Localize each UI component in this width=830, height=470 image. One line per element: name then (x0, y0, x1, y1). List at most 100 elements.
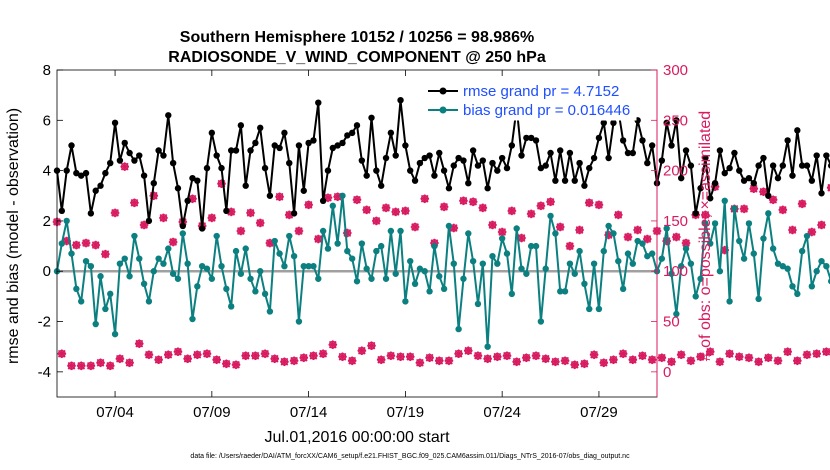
obs-assimilated-marker (560, 356, 570, 366)
rmse-point (503, 164, 511, 172)
rmse-point (552, 177, 559, 184)
rmse-point (397, 96, 404, 104)
rmse-point (136, 152, 143, 159)
obs-assimilated-marker (797, 199, 807, 209)
bias-point (82, 257, 90, 265)
obs-assimilated-marker (318, 349, 328, 359)
obs-assimilated-marker (681, 238, 691, 248)
bias-point (673, 310, 680, 318)
bias-point (474, 300, 482, 308)
rmse-point (232, 147, 240, 154)
obs-assimilated-marker (405, 352, 415, 362)
obs-assimilated-marker (705, 347, 715, 357)
rmse-point (150, 179, 157, 187)
y-right-tick-label: 300 (663, 62, 688, 79)
rmse-point (673, 117, 680, 124)
bias-point (266, 308, 274, 315)
bias-point (257, 268, 264, 275)
rmse-point (610, 119, 617, 127)
obs-assimilated-marker (246, 208, 255, 218)
obs-assimilated-marker (120, 162, 130, 171)
bias-point (136, 255, 143, 262)
obs-assimilated-marker (420, 194, 430, 204)
bias-point (774, 260, 782, 267)
bias-point (92, 320, 99, 328)
rmse-point (586, 164, 593, 172)
bias-point (290, 252, 298, 260)
rmse-point (740, 177, 748, 184)
rmse-point (489, 159, 496, 167)
bias-point (542, 265, 549, 272)
obs-assimilated-marker (401, 206, 410, 216)
y-left-tick-label: -2 (38, 314, 51, 331)
bias-point (160, 260, 167, 267)
rmse-point (252, 139, 259, 147)
obs-assimilated-marker (686, 356, 696, 366)
obs-assimilated-marker (826, 183, 830, 192)
bias-point (455, 325, 462, 333)
obs-assimilated-marker (536, 201, 546, 211)
bias-point (169, 270, 177, 277)
rmse-point (789, 172, 796, 179)
rmse-point (576, 159, 583, 167)
rmse-point (765, 192, 772, 199)
obs-assimilated-marker (362, 205, 371, 215)
bias-point (687, 260, 695, 267)
rmse-point (445, 185, 453, 192)
obs-assimilated-marker (609, 355, 618, 365)
bias-point (634, 237, 641, 245)
bias-point (107, 290, 114, 298)
rmse-point (319, 197, 327, 204)
rmse-point (721, 169, 728, 177)
bias-point (281, 263, 288, 270)
rmse-point (542, 162, 549, 169)
obs-assimilated-marker (236, 226, 246, 236)
obs-assimilated-marker (76, 361, 86, 371)
bias-point (571, 270, 578, 277)
rmse-point (208, 129, 216, 137)
rmse-point (174, 185, 182, 192)
obs-assimilated-marker (144, 350, 154, 360)
obs-assimilated-marker (657, 353, 667, 363)
rmse-point (261, 164, 269, 172)
rmse-point (527, 134, 535, 142)
obs-assimilated-marker (575, 225, 584, 235)
bias-point (387, 227, 395, 235)
rmse-point (798, 162, 806, 169)
y-left-tick-label: 8 (43, 62, 51, 79)
rmse-point (63, 167, 70, 174)
footer-data-file: data file: /Users/raeder/DAI/ATM_forcXX/… (190, 453, 630, 460)
obs-assimilated-marker (773, 356, 783, 366)
rmse-point (644, 159, 651, 167)
bias-point (827, 278, 830, 285)
obs-assimilated-marker (284, 210, 294, 220)
bias-point (58, 240, 66, 247)
y-left-tick-label: -4 (38, 364, 51, 381)
rmse-point (295, 142, 303, 149)
obs-assimilated-marker (502, 351, 512, 361)
rmse-point (194, 177, 201, 184)
obs-assimilated-marker (357, 346, 367, 356)
bias-point (208, 275, 216, 282)
bias-point (140, 280, 148, 288)
obs-assimilated-marker (367, 341, 376, 350)
legend-rmse-marker (439, 87, 447, 95)
bias-point (644, 252, 651, 260)
obs-assimilated-marker (110, 208, 120, 218)
obs-assimilated-marker (802, 350, 812, 360)
rmse-point (310, 137, 317, 144)
obs-assimilated-marker (376, 355, 386, 365)
bias-point (808, 283, 816, 290)
bias-point (600, 247, 607, 255)
rmse-point (286, 159, 293, 167)
obs-assimilated-marker (164, 350, 173, 360)
y-axis-right-label: # of obs: o=possible; ×=assimilated (697, 111, 714, 361)
bias-point (605, 222, 612, 230)
bias-point (581, 280, 588, 288)
bias-point (102, 305, 109, 313)
rmse-point (431, 172, 438, 179)
rmse-point (358, 157, 366, 164)
rmse-point (474, 162, 482, 169)
rmse-point (92, 187, 99, 194)
bias-point (421, 268, 428, 275)
